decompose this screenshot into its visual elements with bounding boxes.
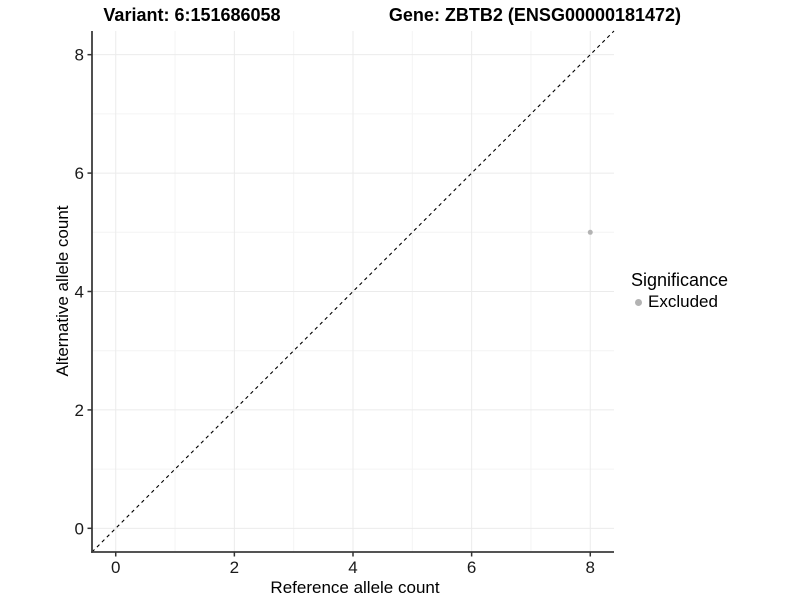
legend-point-swatch [635,298,642,306]
y-tick-label: 8 [75,46,84,65]
legend: Significance Excluded [631,270,728,312]
x-axis-title: Reference allele count [270,578,440,597]
x-tick-label: 8 [586,558,595,577]
y-tick-label: 0 [75,519,84,538]
data-point [587,229,593,235]
x-tick-label: 6 [467,558,476,577]
y-tick-label: 2 [75,401,84,420]
x-tick-label: 4 [348,558,357,577]
x-tick-label: 2 [230,558,239,577]
plot-title-gene: Gene: ZBTB2 (ENSG00000181472) [388,5,682,25]
y-tick-label: 6 [75,164,84,183]
legend-item-label: Excluded [648,292,718,311]
y-tick-label: 4 [75,283,84,302]
legend-title: Significance [631,270,729,290]
legend-item-excluded: Excluded [631,292,728,312]
x-tick-label: 0 [111,558,120,577]
y-axis-title: Alternative allele count [53,205,72,377]
plot-title-variant: Variant: 6:151686058 [103,5,281,25]
